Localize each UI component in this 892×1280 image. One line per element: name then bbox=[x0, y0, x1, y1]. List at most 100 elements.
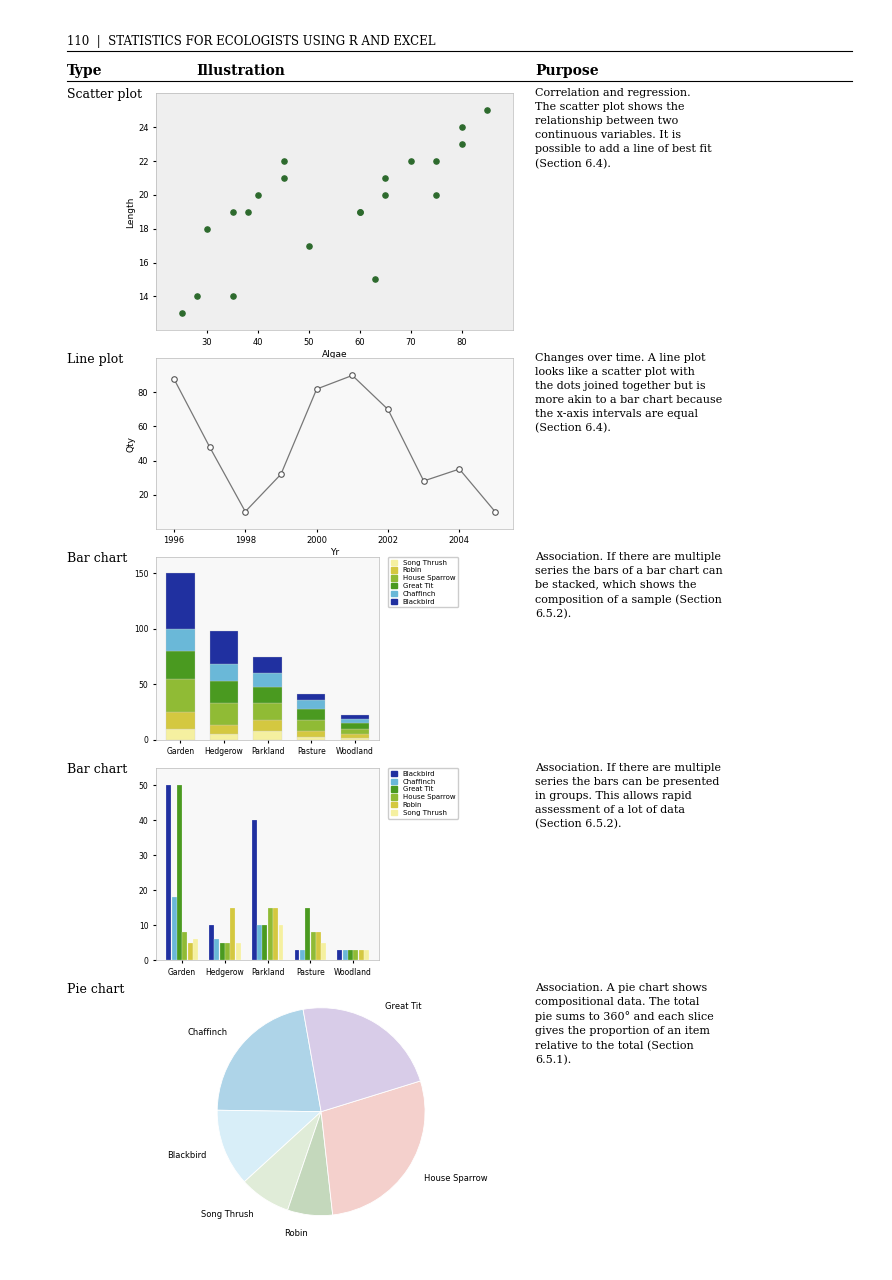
Point bbox=[368, 269, 383, 289]
Bar bbox=[316, 932, 321, 960]
Point bbox=[378, 184, 392, 205]
Bar bbox=[348, 950, 353, 960]
Text: Blackbird: Blackbird bbox=[167, 1151, 206, 1160]
Wedge shape bbox=[287, 1111, 333, 1216]
Text: 110  |  STATISTICS FOR ECOLOGISTS USING R AND EXCEL: 110 | STATISTICS FOR ECOLOGISTS USING R … bbox=[67, 35, 435, 47]
Bar bbox=[297, 736, 326, 740]
Bar bbox=[187, 942, 193, 960]
Bar bbox=[166, 786, 171, 960]
Bar bbox=[359, 950, 364, 960]
Bar bbox=[253, 686, 282, 703]
Bar bbox=[210, 726, 238, 735]
Bar bbox=[166, 652, 194, 678]
Text: Association. If there are multiple
series the bars can be presented
in groups. T: Association. If there are multiple serie… bbox=[535, 763, 722, 829]
Legend: Song Thrush, Robin, House Sparrow, Great Tit, Chaffinch, Blackbird: Song Thrush, Robin, House Sparrow, Great… bbox=[388, 557, 458, 608]
Bar bbox=[273, 908, 278, 960]
Bar bbox=[209, 925, 214, 960]
Bar bbox=[210, 703, 238, 726]
Bar bbox=[341, 723, 369, 728]
Point bbox=[175, 303, 189, 324]
Point bbox=[277, 168, 291, 188]
Bar bbox=[341, 728, 369, 735]
Y-axis label: Qty: Qty bbox=[126, 435, 135, 452]
Bar bbox=[341, 716, 369, 719]
Bar bbox=[210, 631, 238, 664]
Point bbox=[455, 116, 469, 137]
Point bbox=[200, 219, 214, 239]
Point bbox=[429, 184, 443, 205]
Bar bbox=[343, 950, 348, 960]
Bar bbox=[337, 950, 343, 960]
Bar bbox=[166, 728, 194, 740]
Point bbox=[455, 134, 469, 155]
Text: Association. A pie chart shows
compositional data. The total
pie sums to 360° an: Association. A pie chart shows compositi… bbox=[535, 983, 714, 1065]
Text: Line plot: Line plot bbox=[67, 353, 123, 366]
Bar bbox=[253, 673, 282, 686]
Text: Correlation and regression.
The scatter plot shows the
relationship between two
: Correlation and regression. The scatter … bbox=[535, 88, 712, 169]
Point bbox=[353, 202, 368, 223]
Bar bbox=[297, 709, 326, 719]
Bar bbox=[294, 950, 300, 960]
Text: Pie chart: Pie chart bbox=[67, 983, 124, 996]
Bar bbox=[310, 932, 316, 960]
Bar bbox=[225, 942, 230, 960]
Wedge shape bbox=[244, 1111, 321, 1210]
Bar bbox=[252, 820, 257, 960]
Bar bbox=[262, 925, 268, 960]
Bar bbox=[210, 681, 238, 703]
Point bbox=[277, 151, 291, 172]
Point bbox=[480, 100, 494, 120]
Y-axis label: Length: Length bbox=[126, 196, 135, 228]
Bar bbox=[193, 940, 198, 960]
Bar bbox=[257, 925, 262, 960]
Bar bbox=[268, 908, 273, 960]
Text: Scatter plot: Scatter plot bbox=[67, 88, 142, 101]
Bar bbox=[171, 897, 177, 960]
Bar bbox=[177, 786, 182, 960]
Bar bbox=[166, 573, 194, 628]
Bar bbox=[297, 731, 326, 736]
Bar bbox=[253, 731, 282, 740]
Bar bbox=[297, 700, 326, 709]
X-axis label: Yr: Yr bbox=[330, 548, 339, 557]
Point bbox=[353, 202, 368, 223]
Bar bbox=[341, 719, 369, 723]
Text: Changes over time. A line plot
looks like a scatter plot with
the dots joined to: Changes over time. A line plot looks lik… bbox=[535, 353, 723, 434]
Bar bbox=[253, 719, 282, 731]
Bar bbox=[253, 657, 282, 673]
Text: Purpose: Purpose bbox=[535, 64, 599, 78]
Text: Bar chart: Bar chart bbox=[67, 763, 128, 776]
Text: Bar chart: Bar chart bbox=[67, 552, 128, 564]
Bar bbox=[219, 942, 225, 960]
Bar bbox=[297, 694, 326, 700]
Bar bbox=[253, 703, 282, 719]
Point bbox=[241, 202, 255, 223]
Text: Great Tit: Great Tit bbox=[385, 1002, 422, 1011]
X-axis label: Algae: Algae bbox=[322, 349, 347, 358]
Bar bbox=[166, 712, 194, 728]
Bar bbox=[321, 942, 326, 960]
Text: House Sparrow: House Sparrow bbox=[424, 1174, 487, 1183]
Wedge shape bbox=[217, 1010, 321, 1111]
Text: Association. If there are multiple
series the bars of a bar chart can
be stacked: Association. If there are multiple serie… bbox=[535, 552, 723, 620]
Point bbox=[190, 287, 204, 307]
Point bbox=[226, 202, 240, 223]
Bar bbox=[166, 628, 194, 652]
Wedge shape bbox=[217, 1110, 321, 1181]
Wedge shape bbox=[303, 1007, 420, 1111]
Legend: Blackbird, Chaffinch, Great Tit, House Sparrow, Robin, Song Thrush: Blackbird, Chaffinch, Great Tit, House S… bbox=[388, 768, 458, 819]
Point bbox=[251, 184, 265, 205]
Bar bbox=[210, 664, 238, 681]
Bar bbox=[166, 678, 194, 712]
Bar bbox=[278, 925, 284, 960]
Bar bbox=[230, 908, 235, 960]
Bar bbox=[297, 719, 326, 731]
Point bbox=[378, 168, 392, 188]
Bar bbox=[214, 940, 219, 960]
Text: Song Thrush: Song Thrush bbox=[202, 1210, 254, 1219]
Bar bbox=[341, 735, 369, 737]
Bar bbox=[341, 737, 369, 740]
Text: Chaffinch: Chaffinch bbox=[187, 1028, 227, 1037]
Bar bbox=[364, 950, 369, 960]
Point bbox=[301, 236, 316, 256]
